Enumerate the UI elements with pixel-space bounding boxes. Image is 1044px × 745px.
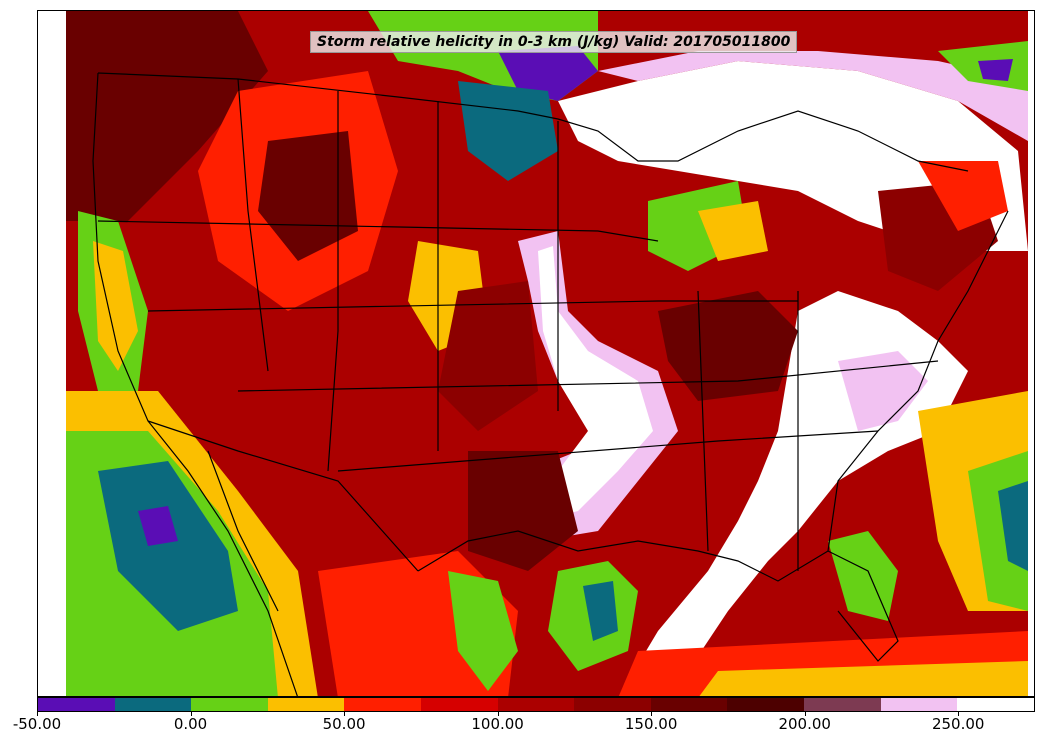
colorbar-bin [727,698,805,711]
colorbar-bin [804,698,881,711]
colorbar-tick-mark [958,712,960,716]
colorbar-bin [880,698,958,711]
gulf-coastline [417,530,899,662]
colorbar-bin [114,698,192,711]
state-line-9 [697,290,709,552]
baja-coast [207,450,279,612]
colorbar-tick-label: 200.00 [778,715,831,733]
helicity-region-north-teal [458,81,558,181]
colorbar-bin [957,698,1034,711]
helicity-region-pacific-teal [98,461,238,631]
helicity-region-north-purple [498,46,598,101]
map-title: Storm relative helicity in 0-3 km (J/kg)… [310,31,798,53]
colorbar-bin [344,698,422,711]
colorbar [37,697,1035,712]
state-line-5 [97,220,659,242]
colorbar-bin [267,698,345,711]
helicity-region-atlantic-teal [998,481,1028,571]
helicity-region-ne-red [918,161,1008,231]
helicity-region-lakes-yellow [698,201,768,261]
colorbar-tick-mark [37,712,38,716]
helicity-region-nw-dark [66,11,268,221]
colorbar-tick-label: 250.00 [931,715,985,733]
helicity-field-map [38,11,1034,696]
colorbar-tick-label: 50.00 [322,715,366,733]
colorbar-tick-mark [651,712,653,716]
state-line-1 [237,78,269,372]
mexico-border [147,420,419,572]
helicity-region-ohio-dark [658,291,798,401]
colorbar-bin [574,698,651,711]
helicity-region-plains-dark [438,281,538,431]
colorbar-tick-label: 100.00 [471,715,524,733]
helicity-region-pacific-purple [138,506,178,546]
helicity-region-canada-pink [598,51,1028,141]
helicity-region-west-coast-yellow [93,241,138,371]
boundary-lines [92,72,1009,696]
colorbar-bin [650,698,728,711]
helicity-region-florida-green [828,531,898,621]
colorbar-bin [421,698,498,711]
colorbar-bin [497,698,575,711]
domain-mask-left [38,11,66,696]
colorbar-tick-label: 150.00 [624,715,678,733]
atlantic-coastline [827,210,1009,552]
helicity-region-gulf-teal [583,581,618,641]
colorbar-tick-label: 0.00 [173,715,208,733]
helicity-region-south-yellow-band [699,661,1028,696]
state-line-2 [327,91,339,472]
colorbar-tick-label: -50.00 [12,715,62,733]
helicity-region-mexico-green [448,571,518,691]
map-panel: Storm relative helicity in 0-3 km (J/kg)… [37,10,1035,697]
state-line-7 [237,360,939,392]
helicity-region-rockies-dark [258,131,358,261]
helicity-region-northeast-purple [978,59,1013,81]
colorbar-tick-mark [497,712,499,716]
colorbar-tick-mark [804,712,806,716]
helicity-region-texas-dark [468,451,578,571]
domain-mask-right [1028,11,1034,696]
colorbar-tick-mark [344,712,346,716]
colorbar-bin [38,698,115,711]
state-line-6 [147,300,798,312]
colorbar-bin [191,698,268,711]
helicity-region-east-pink [838,351,928,431]
colorbar-tick-mark [190,712,192,716]
state-line-8 [337,430,879,472]
us-canada-border [97,72,969,172]
